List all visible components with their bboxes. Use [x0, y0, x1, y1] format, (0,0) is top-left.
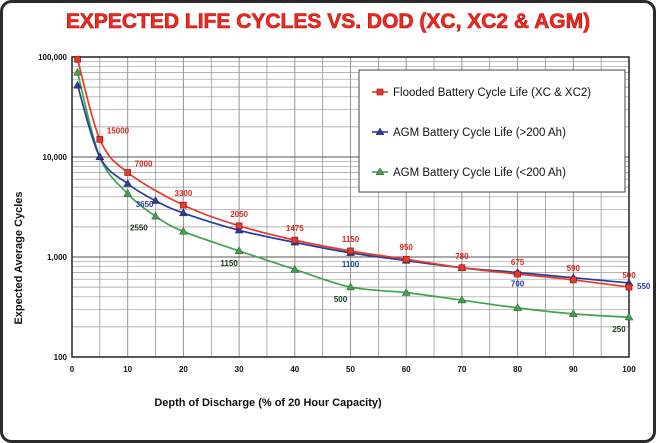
data-point	[179, 226, 188, 235]
data-label: 2550	[130, 223, 148, 232]
x-tick-label: 60	[402, 365, 411, 374]
legend-marker	[376, 88, 384, 96]
data-label: 675	[511, 258, 525, 267]
data-point	[401, 288, 411, 296]
x-tick-label: 50	[346, 365, 355, 374]
data-point	[74, 55, 81, 63]
data-point	[291, 236, 299, 244]
data-label: 500	[622, 271, 636, 280]
x-tick-label: 40	[290, 365, 299, 374]
data-label: 2050	[230, 210, 248, 219]
x-tick-label: 70	[457, 365, 466, 374]
x-tick-label: 10	[123, 365, 132, 374]
data-label: 3300	[175, 189, 193, 198]
data-point	[457, 295, 467, 304]
data-label: 1100	[342, 260, 360, 269]
data-point	[151, 211, 160, 220]
x-tick-label: 20	[179, 365, 188, 374]
data-point	[123, 189, 133, 197]
chart-title: EXPECTED LIFE CYCLES VS. DOD (XC, XC2 & …	[66, 10, 590, 33]
data-point	[514, 270, 521, 278]
data-point	[402, 255, 410, 263]
x-axis: 0 10 20 30 40 50 60 70 80 90 100	[70, 365, 636, 374]
x-tick-label: 30	[235, 365, 244, 374]
data-point	[124, 169, 131, 176]
data-label: 3650	[136, 200, 154, 209]
data-point	[625, 283, 633, 291]
series-0	[74, 55, 633, 291]
data-label: 500	[334, 295, 348, 304]
data-point	[234, 246, 244, 254]
data-label: 780	[455, 252, 469, 261]
data-point	[624, 312, 634, 321]
data-label: 7000	[135, 159, 153, 168]
data-point	[290, 264, 300, 273]
legend-marker	[375, 127, 385, 135]
data-label: 1475	[286, 224, 304, 233]
legend-label: AGM Battery Cycle Life (<200 Ah)	[393, 167, 566, 179]
y-axis-label: Expected Average Cycles	[13, 191, 25, 324]
data-label: 250	[612, 325, 626, 334]
data-point	[234, 225, 244, 234]
data-point	[96, 136, 104, 143]
data-point	[179, 208, 188, 217]
y-axis: 100 1,000 10,000 100,000	[38, 53, 67, 362]
x-tick-label: 80	[513, 365, 522, 374]
data-labels: 15000 7000 3300 2050 1475 1150 950 780 675 590 500…	[107, 126, 651, 334]
legend-label: Flooded Battery Cycle Life (XC & XC2)	[393, 87, 591, 99]
data-point	[346, 282, 355, 291]
plot-area-border	[71, 56, 630, 358]
data-label: 700	[511, 279, 525, 288]
data-point	[73, 80, 82, 89]
data-label: 550	[637, 282, 651, 291]
data-point	[180, 201, 187, 209]
data-label: 1150	[220, 259, 238, 268]
data-point	[73, 67, 82, 76]
data-point	[235, 222, 243, 230]
legend-box	[358, 69, 626, 193]
legend: Flooded Battery Cycle Life (XC & XC2) AGM…	[358, 69, 626, 193]
y-tick-label: 100,000	[38, 53, 67, 62]
x-tick-label: 100	[622, 365, 636, 374]
series	[73, 55, 634, 321]
data-label: 950	[400, 243, 414, 252]
y-tick-label: 1,000	[47, 253, 68, 262]
data-label: 15000	[107, 126, 130, 135]
data-label: 1150	[342, 235, 360, 244]
x-tick-label: 0	[70, 365, 75, 374]
data-point	[513, 303, 522, 311]
data-point	[569, 276, 577, 284]
x-tick-label: 90	[569, 365, 578, 374]
data-point	[458, 264, 466, 272]
legend-marker	[375, 167, 385, 175]
y-tick-label: 10,000	[43, 153, 68, 162]
y-tick-label: 100	[54, 353, 68, 362]
x-axis-label: Depth of Discharge (% of 20 Hour Capacit…	[154, 397, 382, 409]
series-2	[73, 67, 634, 321]
data-point	[568, 309, 578, 317]
data-point	[123, 179, 133, 187]
data-point	[95, 152, 105, 160]
data-point	[347, 247, 354, 255]
data-point	[151, 196, 160, 204]
legend-label: AGM Battery Cycle Life (>200 Ah)	[393, 127, 566, 139]
data-label: 590	[567, 264, 581, 273]
